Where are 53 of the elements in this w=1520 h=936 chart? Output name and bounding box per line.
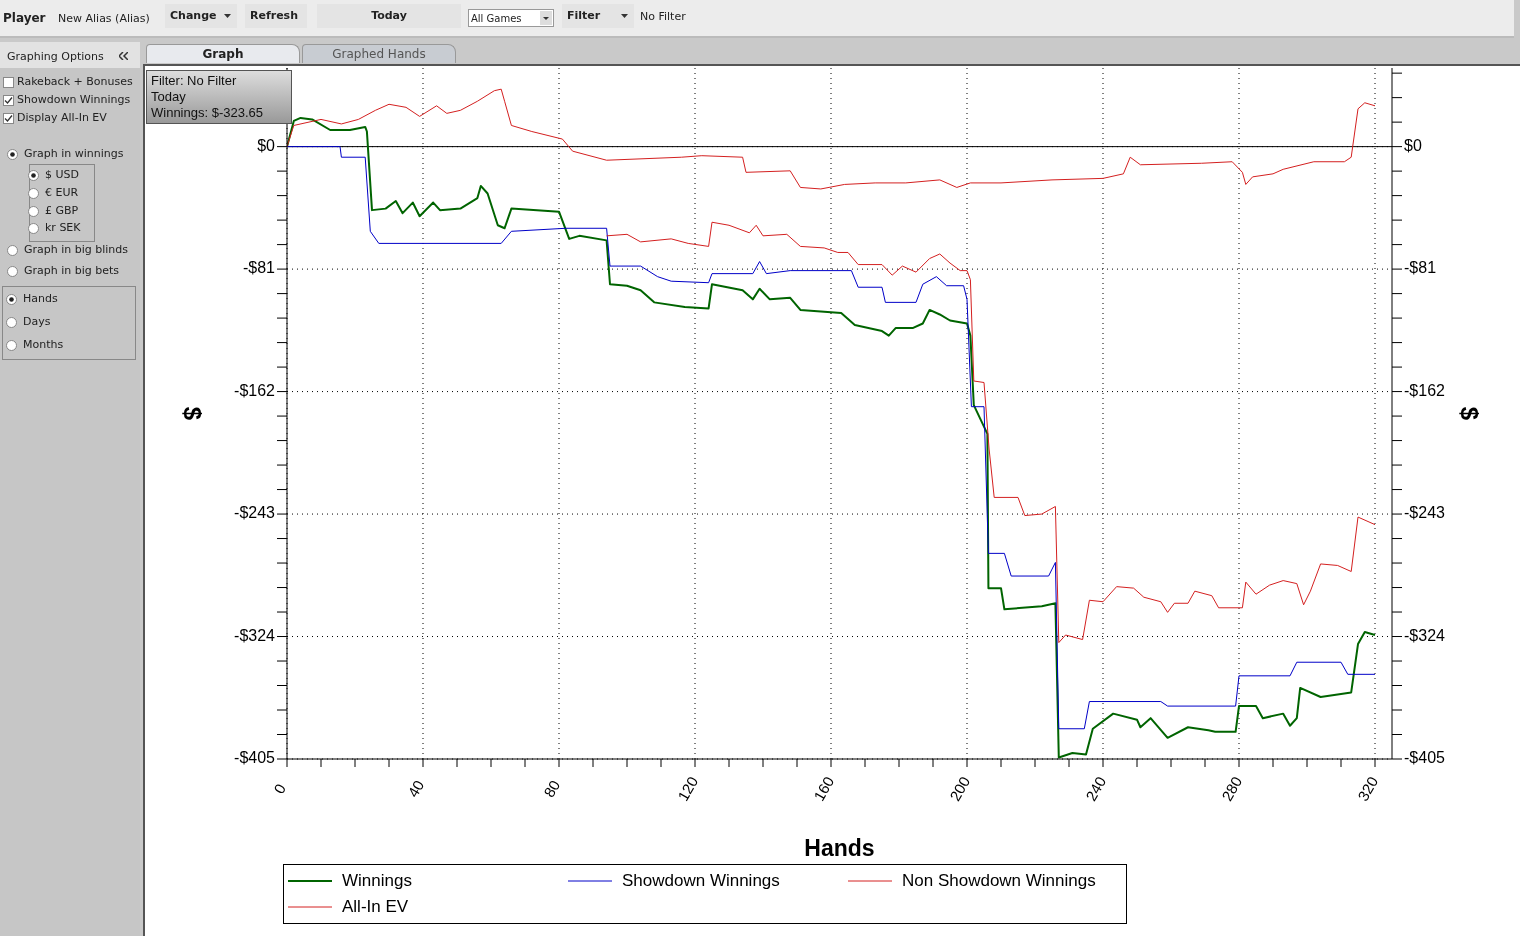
x-tick-label: 0: [270, 780, 290, 797]
x-tick-label: 120: [674, 773, 702, 804]
text: Months: [23, 338, 64, 351]
text: New Alias (Alias): [58, 12, 150, 25]
x-tick-label: 160: [810, 773, 838, 804]
text: Today: [151, 89, 187, 105]
y2-tick-label: -$405: [1404, 749, 1446, 767]
legend-label: Showdown Winnings: [622, 871, 780, 891]
x-tick-label: 80: [540, 777, 564, 801]
y2-tick-label: -$162: [1404, 381, 1446, 399]
y-tick-label: -$243: [234, 504, 276, 522]
x-tick-label: 240: [1082, 773, 1110, 804]
y-tick-label: -$405: [234, 749, 276, 767]
y2-tick-label: -$324: [1404, 626, 1446, 644]
text: Player: [3, 11, 46, 25]
y-tick-label: -$81: [242, 259, 276, 277]
text: € EUR: [45, 186, 79, 199]
text: Filter: No Filter: [151, 73, 238, 89]
legend-label: All-In EV: [342, 897, 409, 917]
text: Filter: [562, 4, 634, 28]
y2-tick-label: -$243: [1404, 504, 1446, 522]
text: Showdown Winnings: [17, 93, 131, 106]
y2-tick-label: -$81: [1404, 259, 1437, 277]
text: Change: [165, 4, 237, 28]
y-tick-label: -$162: [234, 381, 276, 399]
x-axis-title: Hands: [804, 835, 875, 861]
text: Graph in big blinds: [24, 243, 129, 256]
text: Graphing Options: [7, 50, 104, 63]
y2-tick-label: $0: [1404, 136, 1422, 154]
x-tick-label: 200: [946, 773, 974, 804]
text: No Filter: [640, 10, 686, 23]
x-tick-label: 280: [1218, 773, 1246, 804]
y-tick-label: -$324: [234, 626, 276, 644]
text: Graph in big bets: [24, 264, 120, 277]
text: kr SEK: [45, 221, 81, 234]
legend-label: Non Showdown Winnings: [902, 871, 1096, 891]
text: Days: [23, 315, 51, 328]
text: Today: [317, 4, 461, 28]
x-tick-label: 320: [1354, 773, 1382, 804]
text: All Games: [468, 9, 554, 27]
text: Refresh: [245, 4, 307, 28]
text: £ GBP: [45, 204, 79, 217]
y-axis-title: $: [179, 406, 207, 421]
text: Winnings: $-323.65: [151, 105, 264, 121]
legend-label: Winnings: [342, 871, 412, 891]
x-tick-label: 40: [404, 777, 428, 801]
y2-axis-title: $: [1456, 406, 1484, 421]
text: Hands: [23, 292, 58, 305]
text: $ USD: [45, 168, 79, 181]
text: Rakeback + Bonuses: [17, 75, 133, 88]
text: Display All-In EV: [17, 111, 107, 124]
text: Graph in winnings: [24, 147, 124, 160]
y-tick-label: $0: [257, 136, 276, 154]
